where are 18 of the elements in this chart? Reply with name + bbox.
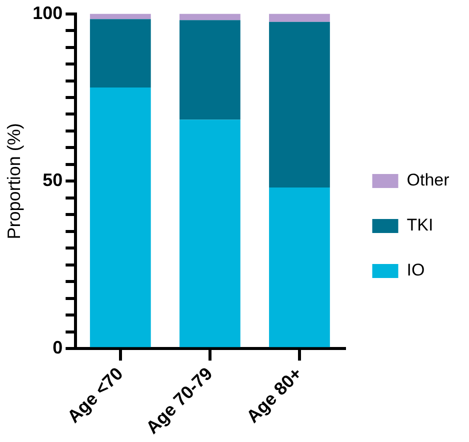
y-tick-label: 0 — [52, 338, 63, 358]
bar — [90, 87, 151, 348]
bar — [180, 14, 240, 20]
y-tick-label: 100 — [32, 2, 63, 23]
legend-label: IO — [406, 260, 425, 280]
bar — [269, 22, 330, 188]
bar — [269, 14, 330, 22]
bar — [180, 20, 240, 120]
x-tick-label: Age <70 — [63, 363, 127, 427]
bar — [269, 188, 330, 348]
x-tick-label: Age 80+ — [242, 363, 306, 427]
legend-label: Other — [406, 170, 450, 190]
y-tick-label: 50 — [42, 170, 63, 190]
y-axis-title: Proportion (%) — [4, 123, 24, 240]
bar — [90, 14, 151, 20]
bar — [90, 19, 151, 88]
legend-label: TKI — [406, 216, 434, 235]
bar — [180, 120, 240, 348]
